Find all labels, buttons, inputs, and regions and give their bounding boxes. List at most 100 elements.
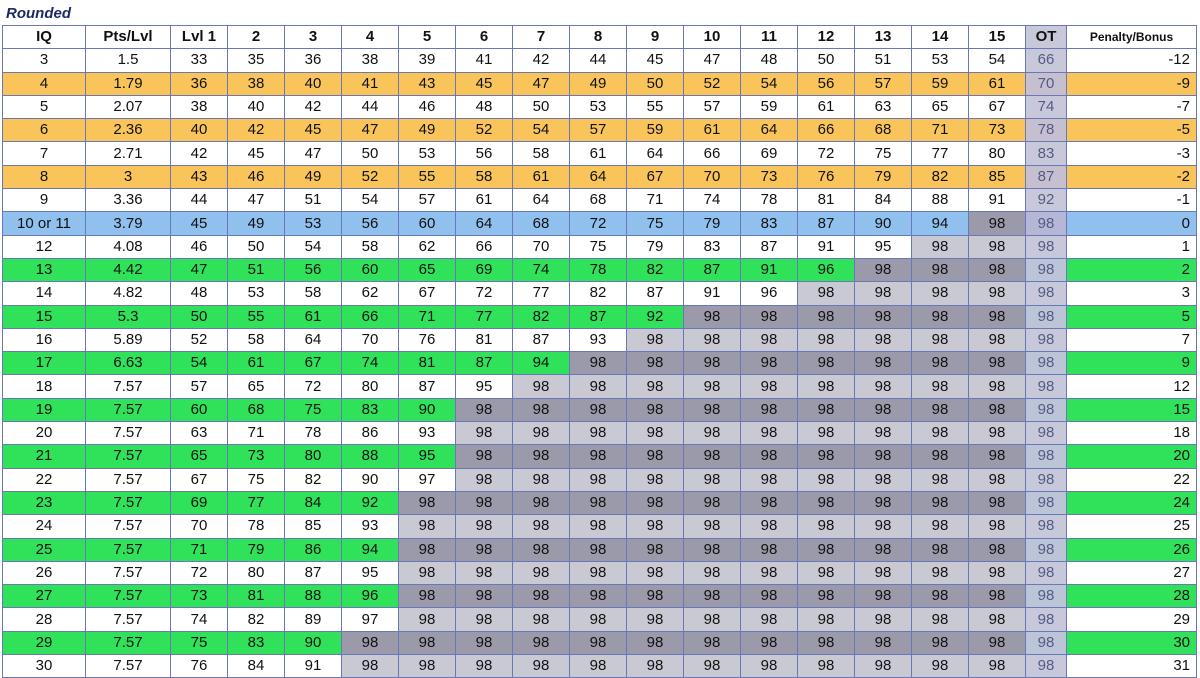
table-cell: 98 [683,514,741,539]
table-cell: 94 [911,211,969,236]
table-cell: 98 [797,444,855,469]
table-cell: 98 [854,281,912,306]
table-cell: 98 [512,421,570,446]
table-cell: 98 [683,584,741,609]
ot-cell: 98 [1025,467,1067,492]
penalty-bonus-cell: 24 [1066,490,1197,516]
table-cell: 98 [968,444,1026,469]
table-cell: 98 [911,537,969,562]
table-cell: 81 [398,351,456,376]
table-cell: 98 [911,467,969,492]
table-cell: 87 [683,257,741,283]
table-row: 28 7.57 74 82 89 97 98 98 98 98 98 98 98 98 98 98 98 98 29 [2,607,1197,632]
table-cell: 52 [683,71,741,96]
table-cell: 93 [398,421,456,446]
table-cell: 98 [512,630,570,656]
spreadsheet-view: Rounded IQ Pts/Lvl Lvl 1 2 3 4 5 6 7 8 9 10 11 12 13 14… [2,5,1197,678]
table-cell: 98 [797,374,855,399]
table-cell: 48 [455,94,513,120]
table-cell: 75 [626,211,684,236]
table-cell: 98 [968,560,1026,586]
table-cell: 71 [227,421,285,446]
column-header: 8 [569,24,627,50]
table-cell: 98 [683,490,741,516]
column-header: 9 [626,24,684,50]
column-header: 2 [227,24,285,50]
table-cell: 97 [341,607,399,632]
table-cell: 98 [797,537,855,562]
table-cell: 98 [626,537,684,562]
table-cell: 98 [968,211,1026,236]
ot-cell: 66 [1025,48,1067,73]
iq-cell: 21 [2,444,86,469]
table-cell: 79 [626,234,684,259]
table-cell: 83 [341,397,399,423]
table-cell: 7.57 [85,444,171,469]
iq-cell: 6 [2,118,86,143]
table-cell: 98 [797,560,855,586]
table-cell: 98 [512,444,570,469]
table-cell: 5.3 [85,304,171,329]
table-cell: 49 [398,118,456,143]
table-cell: 7.57 [85,374,171,399]
column-header: 4 [341,24,399,50]
table-cell: 85 [284,514,342,539]
table-cell: 87 [569,304,627,329]
table-row: 27 7.57 73 81 88 96 98 98 98 98 98 98 98 98 98 98 98 98 28 [2,584,1197,609]
table-cell: 61 [455,188,513,213]
iq-cell: 22 [2,467,86,492]
table-cell: 98 [797,397,855,423]
table-cell: 98 [341,630,399,656]
table-cell: 98 [740,397,798,423]
table-cell: 84 [854,188,912,213]
table-cell: 61 [227,351,285,376]
ot-cell: 83 [1025,141,1067,166]
table-cell: 98 [740,560,798,586]
table-cell: 98 [797,607,855,632]
table-row: 24 7.57 70 78 85 93 98 98 98 98 98 98 98 98 98 98 98 98 25 [2,514,1197,539]
table-cell: 96 [341,584,399,609]
table-cell: 98 [968,304,1026,329]
ot-cell: 98 [1025,490,1067,516]
table-cell: 77 [911,141,969,166]
table-cell: 85 [968,164,1026,190]
table-cell: 98 [626,584,684,609]
table-cell: 98 [797,421,855,446]
table-cell: 40 [170,118,228,143]
column-header: 3 [284,24,342,50]
ot-cell: 98 [1025,537,1067,562]
table-cell: 7.57 [85,490,171,516]
ot-cell: 98 [1025,421,1067,446]
table-cell: 98 [455,421,513,446]
table-cell: 98 [854,514,912,539]
iq-cell: 28 [2,607,86,632]
table-cell: 98 [683,560,741,586]
table-cell: 98 [626,560,684,586]
table-cell: 61 [284,304,342,329]
iq-cell: 10 or 11 [2,211,86,236]
table-row: 16 5.89 52 58 64 70 76 81 87 93 98 98 98 98 98 98 98 98 7 [2,327,1197,353]
table-cell: 98 [626,654,684,678]
table-cell: 98 [512,374,570,399]
table-cell: 98 [968,514,1026,539]
table-cell: 58 [512,141,570,166]
table-cell: 77 [512,281,570,306]
table-cell: 72 [569,211,627,236]
table-cell: 98 [398,654,456,678]
table-cell: 90 [398,397,456,423]
table-cell: 54 [341,188,399,213]
table-cell: 80 [968,141,1026,166]
table-cell: 71 [626,188,684,213]
ot-cell: 98 [1025,630,1067,656]
table-cell: 98 [626,421,684,446]
table-cell: 4.42 [85,257,171,283]
table-cell: 78 [227,514,285,539]
table-cell: 78 [740,188,798,213]
table-cell: 79 [227,537,285,562]
table-cell: 44 [569,48,627,73]
penalty-bonus-cell: 30 [1066,630,1197,656]
table-cell: 98 [740,351,798,376]
penalty-bonus-cell: -1 [1066,188,1197,213]
table-cell: 98 [569,607,627,632]
table-cell: 58 [341,234,399,259]
